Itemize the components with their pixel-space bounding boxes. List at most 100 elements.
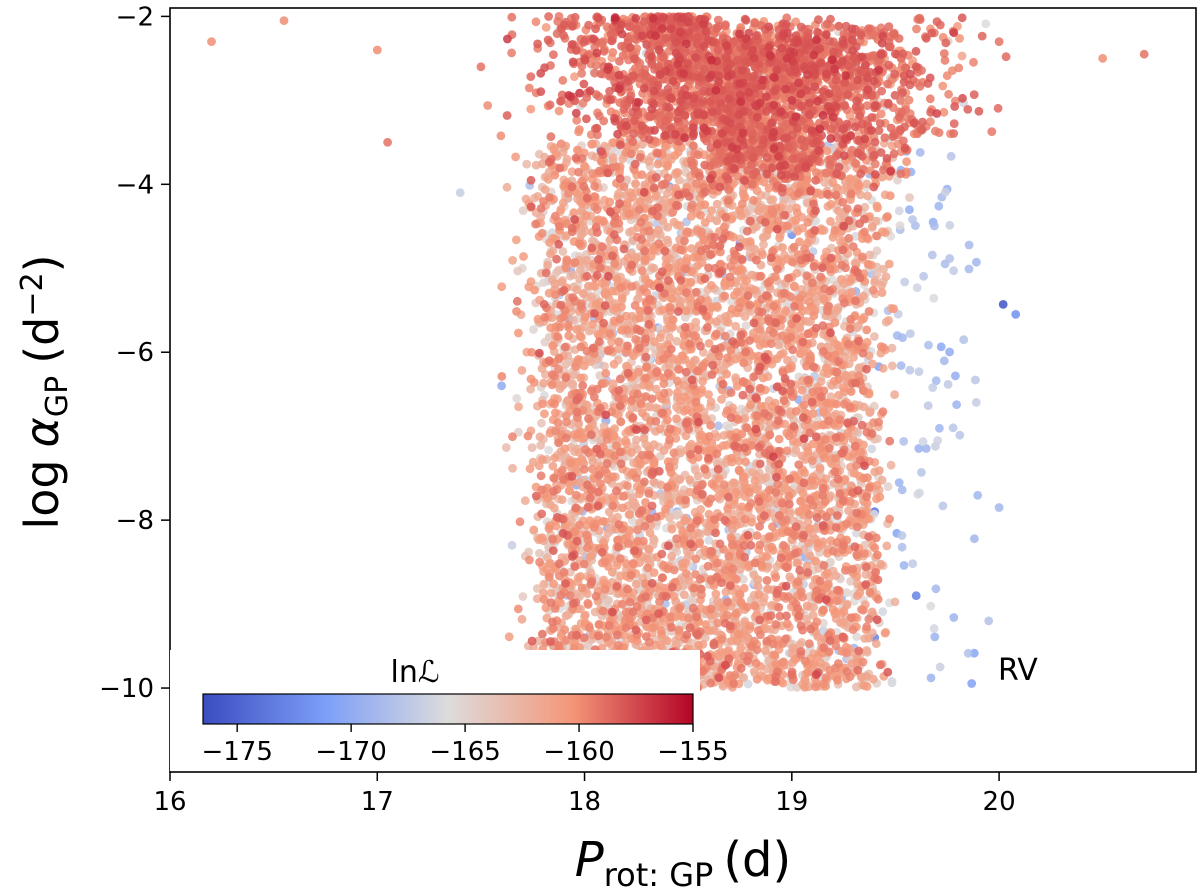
data-point bbox=[889, 304, 899, 314]
data-point bbox=[511, 152, 520, 162]
data-point bbox=[517, 366, 527, 375]
data-point bbox=[846, 577, 855, 586]
data-point bbox=[923, 401, 933, 410]
data-point bbox=[893, 175, 902, 185]
data-point bbox=[687, 244, 696, 253]
data-point bbox=[514, 402, 523, 412]
data-point bbox=[625, 510, 635, 519]
data-point bbox=[833, 340, 842, 350]
data-point bbox=[868, 674, 878, 684]
data-point bbox=[722, 369, 731, 379]
data-point bbox=[852, 632, 861, 642]
data-point bbox=[971, 375, 980, 385]
data-point bbox=[877, 288, 887, 297]
data-point bbox=[913, 489, 923, 499]
data-point bbox=[865, 250, 875, 260]
data-point bbox=[905, 329, 915, 338]
data-point bbox=[946, 151, 956, 161]
data-point bbox=[822, 568, 832, 578]
data-point bbox=[556, 205, 566, 214]
data-point bbox=[905, 193, 914, 202]
data-point bbox=[667, 551, 676, 561]
data-point bbox=[939, 356, 949, 366]
data-point bbox=[541, 23, 551, 32]
data-point bbox=[882, 541, 892, 551]
data-point bbox=[964, 264, 974, 274]
data-point bbox=[890, 390, 899, 399]
data-point bbox=[754, 590, 764, 599]
data-point bbox=[883, 482, 893, 492]
data-point bbox=[455, 188, 465, 198]
data-point bbox=[672, 511, 681, 520]
data-point bbox=[539, 278, 548, 287]
data-point bbox=[748, 467, 758, 477]
data-point bbox=[981, 19, 991, 29]
data-point bbox=[608, 153, 618, 163]
data-point bbox=[617, 302, 626, 312]
data-point bbox=[680, 590, 689, 600]
scatter-points bbox=[207, 12, 1149, 693]
data-point bbox=[759, 338, 768, 348]
data-point bbox=[878, 607, 888, 616]
data-point bbox=[813, 632, 823, 641]
data-point bbox=[931, 584, 941, 594]
data-point bbox=[758, 233, 768, 242]
data-point bbox=[587, 292, 596, 302]
data-point bbox=[955, 430, 965, 440]
data-point bbox=[927, 250, 937, 260]
data-point bbox=[870, 332, 879, 341]
data-point bbox=[576, 373, 586, 383]
data-point bbox=[908, 559, 918, 569]
data-point bbox=[912, 283, 922, 293]
data-point bbox=[798, 488, 808, 498]
data-point bbox=[948, 423, 958, 433]
data-point bbox=[680, 313, 690, 322]
data-point bbox=[539, 378, 548, 388]
data-point bbox=[604, 596, 614, 605]
data-point bbox=[790, 281, 799, 291]
data-point bbox=[929, 293, 939, 303]
data-point bbox=[763, 584, 773, 594]
data-point bbox=[859, 402, 869, 412]
data-point bbox=[781, 306, 791, 315]
data-point bbox=[511, 235, 521, 245]
data-point bbox=[644, 544, 654, 554]
data-point bbox=[662, 235, 672, 245]
data-point bbox=[884, 316, 893, 325]
data-point bbox=[512, 394, 522, 403]
data-point bbox=[945, 347, 954, 357]
data-point bbox=[941, 187, 950, 197]
data-point bbox=[802, 601, 812, 611]
data-point bbox=[938, 501, 948, 511]
data-point bbox=[826, 199, 836, 209]
data-point bbox=[864, 633, 874, 643]
data-point bbox=[704, 535, 714, 545]
data-point bbox=[572, 325, 582, 334]
data-point bbox=[894, 206, 904, 216]
data-point bbox=[711, 589, 721, 599]
data-point bbox=[860, 202, 870, 212]
data-point bbox=[914, 444, 924, 453]
data-point bbox=[513, 266, 523, 276]
data-point bbox=[894, 478, 904, 487]
data-point bbox=[945, 220, 955, 230]
data-point bbox=[872, 246, 882, 256]
data-point bbox=[905, 205, 914, 215]
data-point bbox=[875, 492, 885, 502]
data-point bbox=[785, 572, 795, 582]
data-point bbox=[540, 409, 549, 419]
data-point bbox=[797, 385, 807, 395]
data-point bbox=[796, 348, 806, 358]
data-point bbox=[672, 414, 681, 424]
data-point bbox=[497, 381, 506, 391]
data-point bbox=[685, 487, 695, 497]
data-point bbox=[655, 424, 665, 434]
data-point bbox=[800, 682, 810, 692]
data-point bbox=[658, 305, 667, 315]
data-point bbox=[754, 206, 763, 216]
data-point bbox=[546, 588, 556, 598]
data-point bbox=[915, 148, 925, 157]
data-point bbox=[800, 468, 809, 478]
data-point bbox=[609, 359, 619, 369]
data-point bbox=[936, 342, 946, 352]
